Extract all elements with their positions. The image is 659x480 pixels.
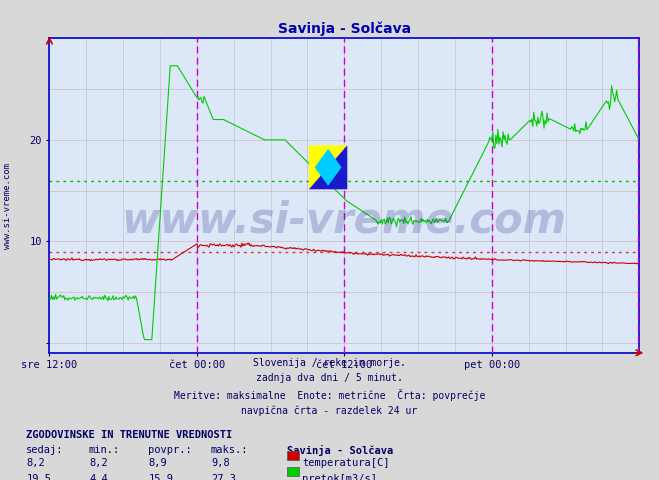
- Text: 19,5: 19,5: [26, 474, 51, 480]
- Text: zadnja dva dni / 5 minut.: zadnja dva dni / 5 minut.: [256, 373, 403, 384]
- Text: navpična črta - razdelek 24 ur: navpična črta - razdelek 24 ur: [241, 405, 418, 416]
- Text: temperatura[C]: temperatura[C]: [302, 458, 390, 468]
- Text: 8,2: 8,2: [89, 458, 107, 468]
- Text: 8,2: 8,2: [26, 458, 45, 468]
- Text: www.si-vreme.com: www.si-vreme.com: [122, 200, 567, 242]
- Text: Meritve: maksimalne  Enote: metrične  Črta: povprečje: Meritve: maksimalne Enote: metrične Črta…: [174, 389, 485, 401]
- Polygon shape: [309, 145, 347, 189]
- Title: Savinja - Solčava: Savinja - Solčava: [277, 21, 411, 36]
- Text: ZGODOVINSKE IN TRENUTNE VREDNOSTI: ZGODOVINSKE IN TRENUTNE VREDNOSTI: [26, 430, 233, 440]
- Polygon shape: [315, 149, 341, 186]
- Text: maks.:: maks.:: [211, 445, 248, 455]
- Text: pretok[m3/s]: pretok[m3/s]: [302, 474, 378, 480]
- Polygon shape: [309, 145, 347, 189]
- Text: 27,3: 27,3: [211, 474, 236, 480]
- Text: sedaj:: sedaj:: [26, 445, 64, 455]
- Text: Slovenija / reke in morje.: Slovenija / reke in morje.: [253, 358, 406, 368]
- Text: 8,9: 8,9: [148, 458, 167, 468]
- Text: www.si-vreme.com: www.si-vreme.com: [3, 163, 13, 250]
- Text: 9,8: 9,8: [211, 458, 229, 468]
- Text: 15,9: 15,9: [148, 474, 173, 480]
- Text: min.:: min.:: [89, 445, 120, 455]
- Text: 4,4: 4,4: [89, 474, 107, 480]
- Text: povpr.:: povpr.:: [148, 445, 192, 455]
- Text: Savinja - Solčava: Savinja - Solčava: [287, 445, 393, 456]
